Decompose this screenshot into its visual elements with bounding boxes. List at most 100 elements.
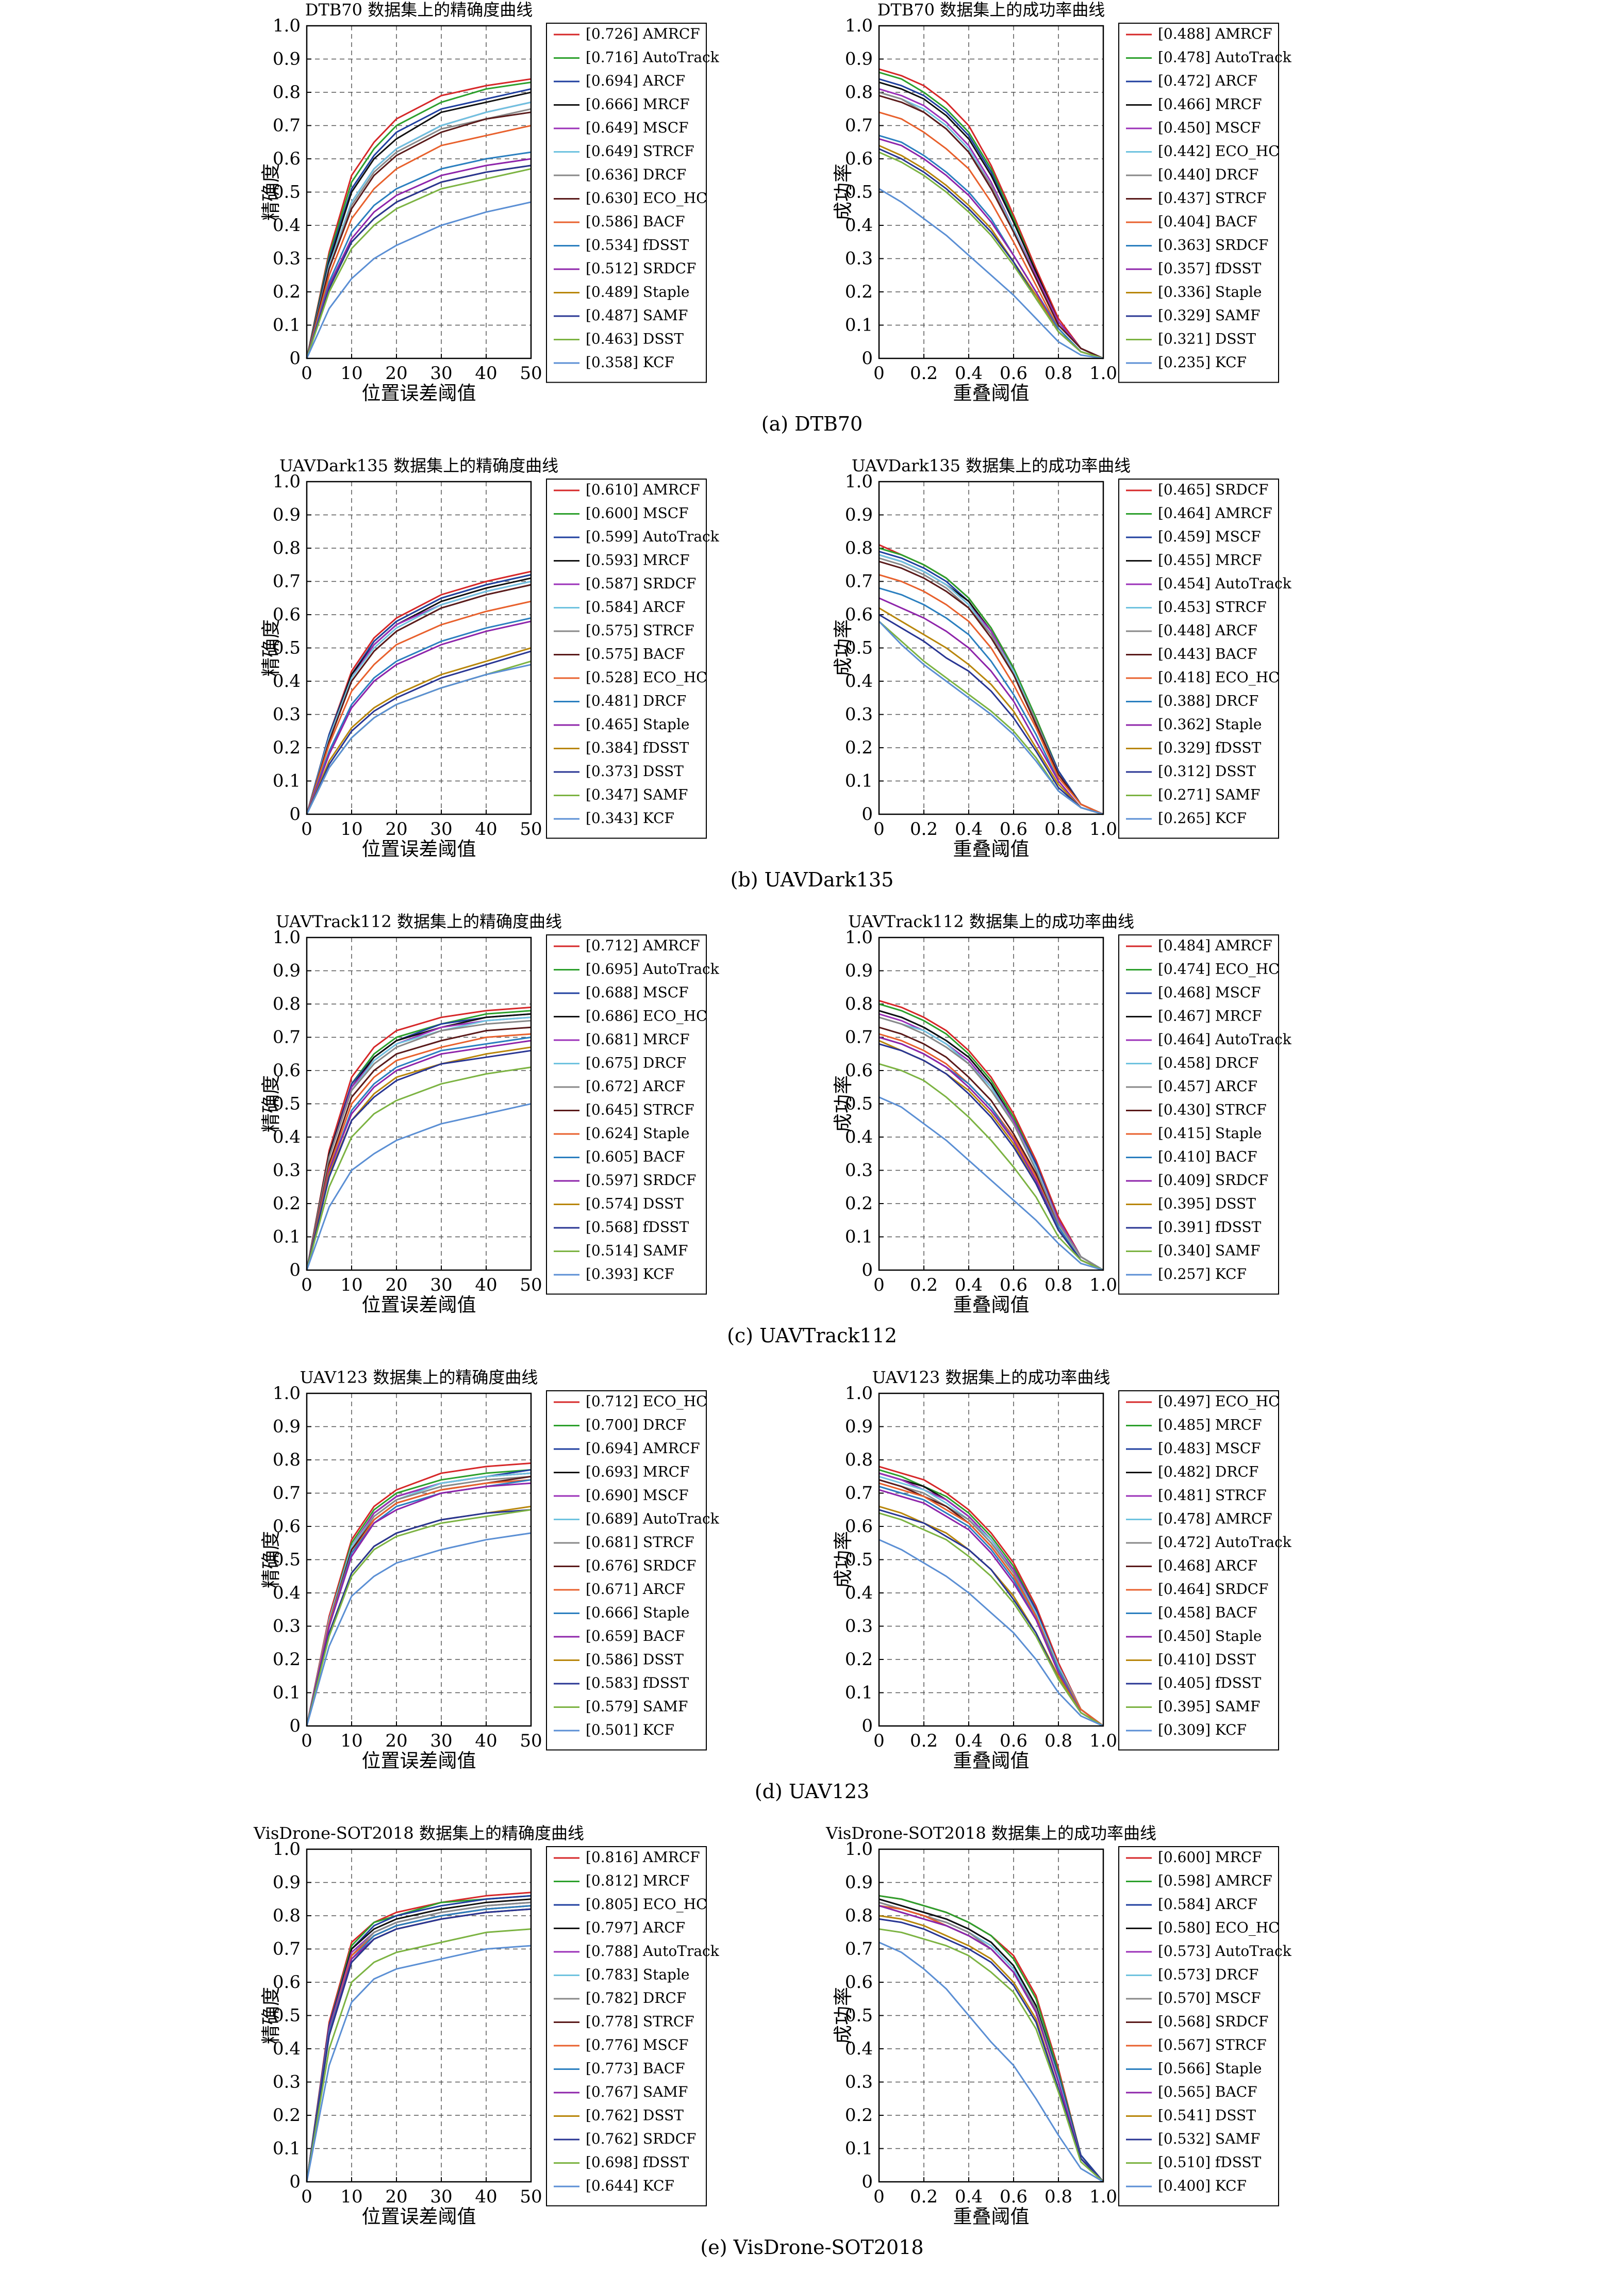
x-tick-label: 10 xyxy=(340,1731,362,1751)
legend-entry: [0.393] KCF xyxy=(586,1265,674,1282)
legend-entry: [0.600] MRCF xyxy=(1158,1849,1262,1866)
legend-entry: [0.541] DSST xyxy=(1158,2107,1256,2124)
plot-frame xyxy=(878,936,1104,1271)
x-tick-label: 1.0 xyxy=(1089,363,1117,384)
y-tick-label: 0.4 xyxy=(273,671,301,692)
legend-entry: [0.405] fDSST xyxy=(1158,1674,1262,1691)
series-line xyxy=(879,1918,1104,2183)
legend-entry: [0.474] ECO_HC xyxy=(1158,961,1280,978)
y-tick-label: 0.1 xyxy=(273,315,301,336)
y-tick-label: 0.6 xyxy=(273,1972,301,1993)
x-tick-label: 0.8 xyxy=(1045,1731,1072,1751)
success-chart: VisDrone-SOT2018 数据集上的成功率曲线 0 0.1 0.2 0.3 0.4… xyxy=(825,1823,1292,2228)
series-line xyxy=(879,1898,1104,2183)
legend-entry: [0.384] fDSST xyxy=(586,739,689,756)
y-axis-label: 成功率 xyxy=(832,619,854,677)
legend-entry: [0.437] STRCF xyxy=(1158,190,1267,207)
legend-entry: [0.584] ARCF xyxy=(1158,1896,1257,1913)
legend-entry: [0.454] AutoTrack xyxy=(1158,575,1292,592)
precision-chart: DTB70 数据集上的精确度曲线 0 0.1 0.2 0.3 0.4 0.5 0.6 0.7 0.… xyxy=(260,0,720,404)
y-tick-label: 0.9 xyxy=(845,1417,873,1437)
legend-entry: [0.676] SRDCF xyxy=(586,1557,696,1574)
series-line xyxy=(306,1905,532,2182)
success-chart: UAV123 数据集上的成功率曲线 0 0.1 0.2 0.3 0.4 0.5 0.6 0.7 0… xyxy=(832,1368,1292,1772)
plot-frame xyxy=(306,936,532,1271)
y-tick-label: 0.6 xyxy=(845,1972,873,1993)
series-line xyxy=(306,158,532,359)
y-tick-label: 0.4 xyxy=(273,215,301,236)
legend-entry: [0.464] SRDCF xyxy=(1158,1581,1268,1598)
y-tick-label: 0 xyxy=(289,1716,301,1736)
x-tick-label: 0 xyxy=(301,1275,312,1295)
series-line xyxy=(306,151,532,359)
legend-entry: [0.336] Staple xyxy=(1158,284,1262,301)
x-axis-label: 位置误差阈值 xyxy=(362,1294,476,1316)
y-tick-label: 0.9 xyxy=(273,1417,301,1437)
panel-caption: (b) UAVDark135 xyxy=(730,868,894,891)
y-tick-label: 0.4 xyxy=(273,1583,301,1603)
series-line xyxy=(306,165,532,359)
series-line xyxy=(306,1482,532,1726)
y-tick-label: 0.2 xyxy=(273,282,301,302)
legend-box xyxy=(1118,1390,1279,1751)
series-line xyxy=(306,1898,532,2182)
y-tick-label: 0.9 xyxy=(845,961,873,981)
legend-entry: [0.580] ECO_HC xyxy=(1158,1919,1280,1936)
y-tick-label: 0.7 xyxy=(845,1027,873,1048)
legend-entry: [0.442] ECO_HC xyxy=(1158,143,1280,160)
chart-title: UAVTrack112 数据集上的成功率曲线 xyxy=(848,912,1134,931)
x-tick-label: 1.0 xyxy=(1089,819,1117,840)
legend-box xyxy=(546,479,707,839)
y-tick-label: 0.7 xyxy=(273,1939,301,1960)
y-tick-label: 0.4 xyxy=(845,2038,873,2059)
series-line xyxy=(306,1066,532,1271)
series-line xyxy=(879,614,1104,815)
x-tick-label: 0 xyxy=(873,2186,885,2207)
series-line xyxy=(306,1469,532,1726)
series-line xyxy=(306,1040,532,1271)
y-tick-label: 0.1 xyxy=(273,2139,301,2159)
series-line xyxy=(306,574,532,815)
x-tick-label: 0 xyxy=(301,1731,312,1751)
legend-entry: [0.649] STRCF xyxy=(586,143,694,160)
series-line xyxy=(879,1905,1104,2183)
legend-entry: [0.472] ARCF xyxy=(1158,72,1257,89)
series-line xyxy=(306,168,532,359)
x-tick-label: 0.4 xyxy=(955,1275,983,1295)
series-line xyxy=(879,1013,1104,1271)
legend-entry: [0.605] BACF xyxy=(586,1148,685,1165)
series-line xyxy=(879,144,1104,359)
series-line xyxy=(306,1049,532,1271)
success-chart: UAVDark135 数据集上的成功率曲线 0 0.1 0.2 0.3 0.4 0.5 0.6… xyxy=(832,456,1292,860)
y-tick-label: 0.3 xyxy=(273,2072,301,2093)
x-tick-label: 0.6 xyxy=(1000,363,1028,384)
y-tick-label: 0.3 xyxy=(273,1160,301,1181)
precision-chart: VisDrone-SOT2018 数据集上的精确度曲线 0 0.1 0.2 0.3 0.4… xyxy=(253,1823,720,2228)
series-line xyxy=(879,587,1104,815)
y-tick-label: 1.0 xyxy=(273,927,301,948)
legend-entry: [0.587] SRDCF xyxy=(586,575,696,592)
plot-frame xyxy=(306,481,532,815)
legend-entry: [0.458] DRCF xyxy=(1158,1055,1258,1072)
series-line xyxy=(306,620,532,815)
y-axis-label: 精确度 xyxy=(260,1075,282,1132)
y-tick-label: 0.5 xyxy=(273,182,301,203)
x-axis-label: 位置误差阈值 xyxy=(362,382,476,404)
series-line xyxy=(306,125,532,359)
legend-entry: [0.489] Staple xyxy=(586,284,689,301)
legend-entry: [0.357] fDSST xyxy=(1158,260,1262,277)
legend-entry: [0.450] Staple xyxy=(1158,1627,1262,1644)
series-line xyxy=(879,1033,1104,1271)
legend-entry: [0.574] DSST xyxy=(586,1195,684,1212)
y-tick-label: 0.1 xyxy=(273,1227,301,1247)
series-line xyxy=(306,1945,532,2182)
legend-entry: [0.776] MSCF xyxy=(586,2036,689,2053)
legend-entry: [0.695] AutoTrack xyxy=(586,961,720,978)
series-line xyxy=(879,148,1104,359)
x-tick-label: 1.0 xyxy=(1089,1731,1117,1751)
series-line xyxy=(879,1063,1104,1271)
series-line xyxy=(306,1509,532,1726)
y-tick-label: 0.1 xyxy=(845,771,873,792)
y-tick-label: 0.7 xyxy=(273,1483,301,1504)
series-line xyxy=(879,1475,1104,1727)
